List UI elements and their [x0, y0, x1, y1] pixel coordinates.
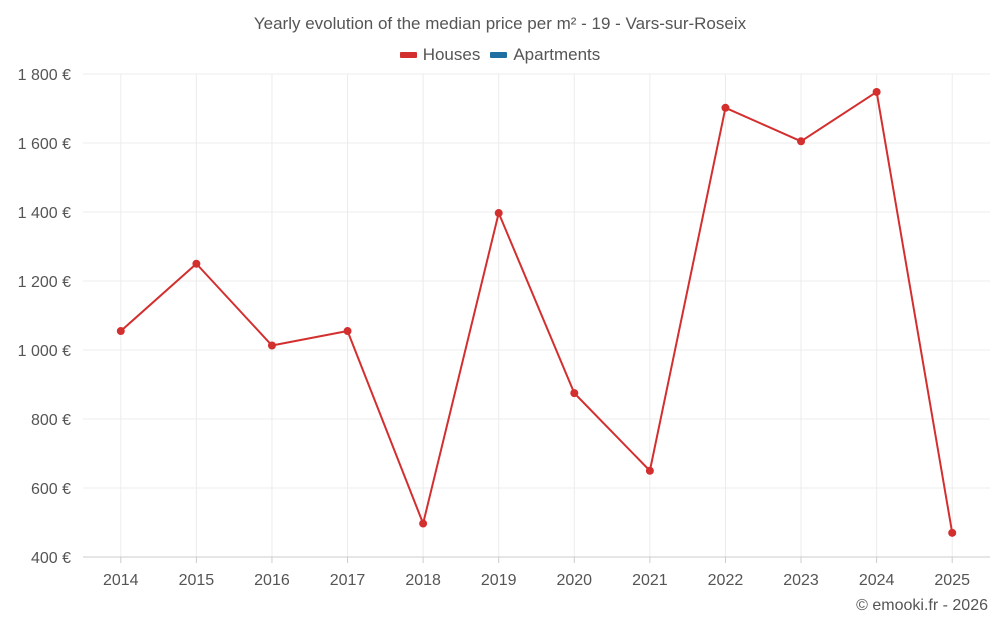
y-tick-label: 1 800 € — [18, 67, 71, 84]
axes — [83, 556, 990, 563]
data-point-houses[interactable] — [267, 341, 276, 350]
legend-swatch-houses — [399, 52, 417, 58]
data-point-houses[interactable] — [192, 259, 201, 268]
x-tick-label: 2022 — [708, 572, 744, 589]
legend-label-apartments: Apartments — [513, 45, 601, 64]
x-axis-labels: 2014 2015 2016 2017 2018 2019 2020 2021 2022 2023… — [103, 572, 970, 589]
legend-swatch-apartments — [490, 52, 508, 58]
x-tick-label: 2020 — [556, 572, 592, 589]
y-axis-labels: 400 € 600 € 800 € 1 000 € 1 200 € 1 400 € 1 60… — [18, 67, 71, 567]
y-tick-label: 1 600 € — [18, 136, 71, 153]
x-tick-label: 2015 — [179, 572, 215, 589]
y-tick-label: 1 200 € — [18, 274, 71, 291]
x-tick-label: 2024 — [859, 572, 895, 589]
x-tick-label: 2018 — [405, 572, 441, 589]
data-point-houses[interactable] — [116, 327, 125, 336]
y-tick-label: 1 000 € — [18, 343, 71, 360]
data-point-houses[interactable] — [570, 389, 579, 398]
x-tick-label: 2019 — [481, 572, 517, 589]
data-point-houses[interactable] — [948, 528, 957, 537]
data-point-houses[interactable] — [645, 466, 654, 475]
y-tick-label: 400 € — [31, 550, 71, 567]
x-tick-label: 2021 — [632, 572, 668, 589]
legend-item-houses[interactable]: Houses — [399, 45, 481, 65]
chart-legend: Houses Apartments — [0, 45, 1000, 65]
legend-item-apartments[interactable]: Apartments — [490, 45, 600, 65]
credit-text: © emooki.fr - 2026 — [856, 597, 988, 614]
x-tick-label: 2017 — [330, 572, 366, 589]
x-tick-label: 2023 — [783, 572, 819, 589]
data-point-houses[interactable] — [721, 103, 730, 112]
y-tick-label: 600 € — [31, 481, 71, 498]
series-layer — [116, 87, 957, 537]
data-point-houses[interactable] — [343, 327, 352, 336]
legend-label-houses: Houses — [422, 45, 481, 64]
data-point-houses[interactable] — [872, 87, 881, 96]
chart-title: Yearly evolution of the median price per… — [253, 14, 747, 33]
x-tick-label: 2025 — [934, 572, 970, 589]
y-tick-label: 800 € — [31, 412, 71, 429]
y-tick-label: 1 400 € — [18, 205, 71, 222]
x-tick-label: 2014 — [103, 572, 139, 589]
data-point-houses[interactable] — [419, 519, 428, 528]
data-point-houses[interactable] — [494, 209, 503, 218]
x-tick-label: 2016 — [254, 572, 290, 589]
data-point-houses[interactable] — [797, 137, 806, 146]
grid-lines — [83, 73, 990, 558]
series-line-houses — [120, 90, 954, 534]
